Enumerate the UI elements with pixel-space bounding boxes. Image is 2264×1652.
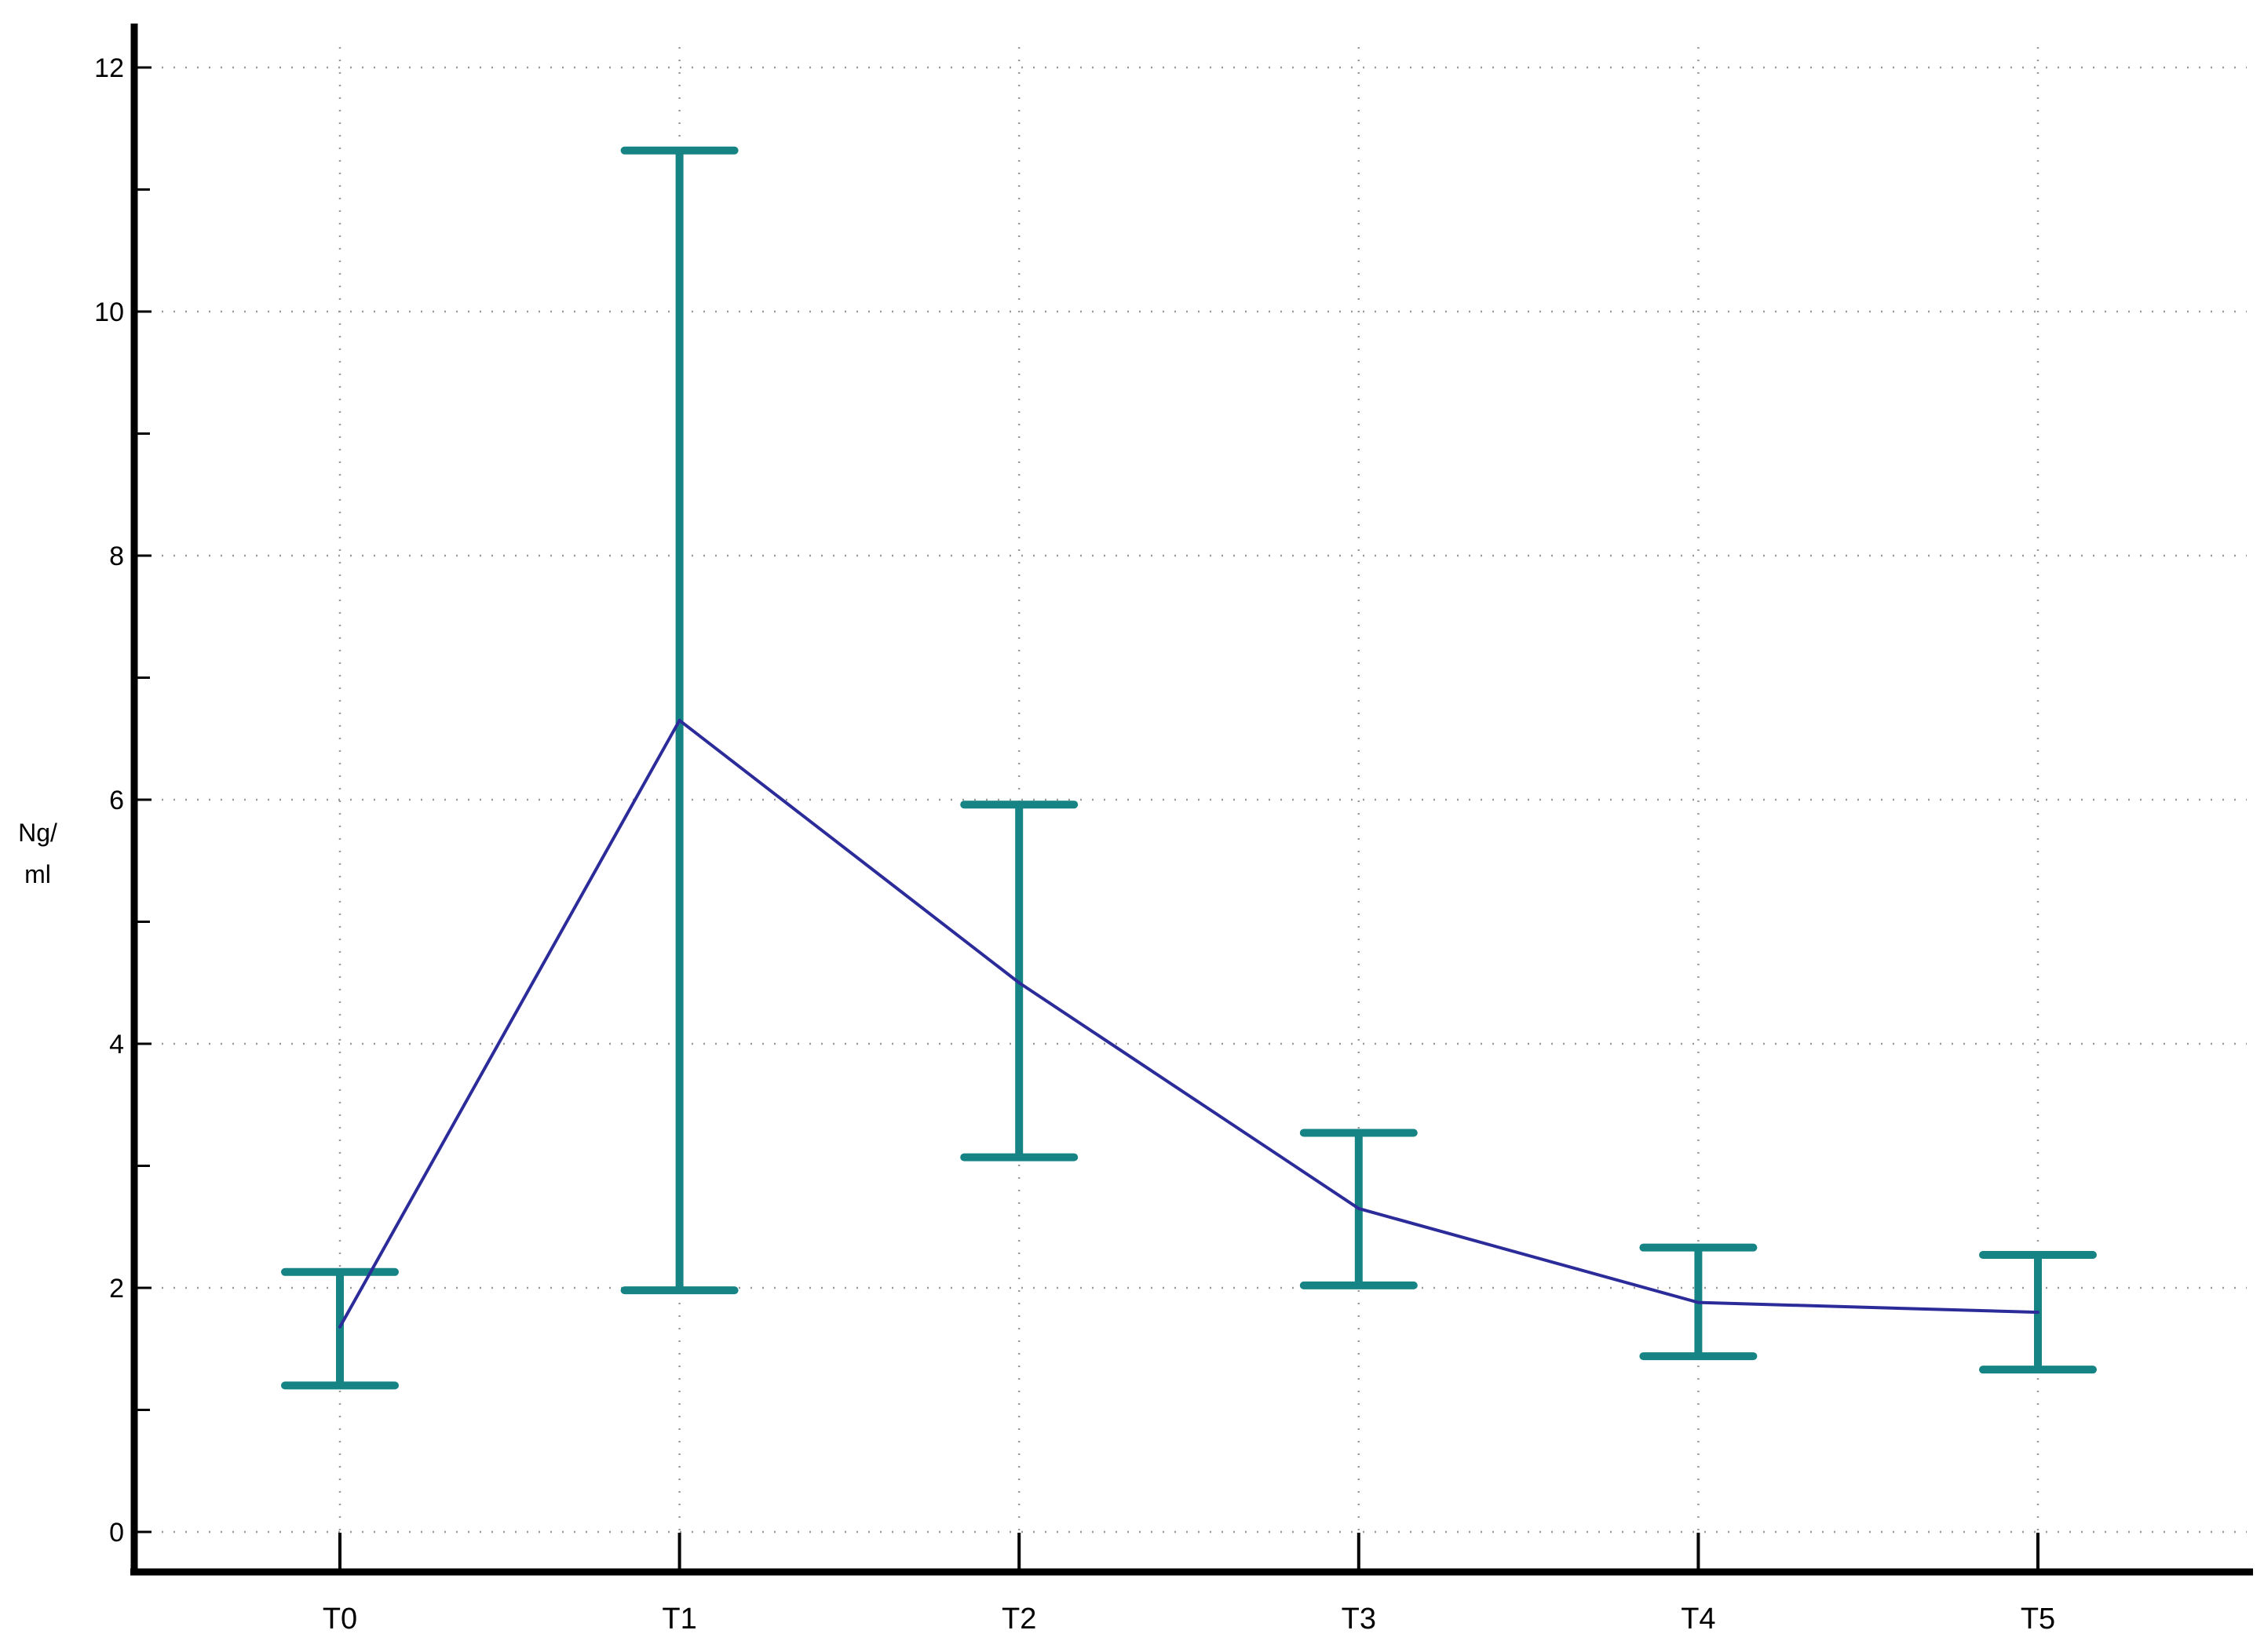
error-bars	[281, 146, 2097, 1390]
series-line	[338, 718, 2039, 1328]
axes	[130, 24, 2253, 1576]
y-axis-label-line-2: ml	[24, 860, 51, 888]
y-tick-label: 8	[109, 542, 124, 571]
error-bar	[281, 1267, 399, 1390]
x-tick-label: T5	[2021, 1603, 2055, 1636]
data-point	[1017, 981, 1021, 985]
x-ticks: T0 T1 T2 T3 T4 T5	[323, 1533, 2055, 1636]
x-tick-label: T0	[323, 1603, 357, 1636]
y-tick-label: 2	[109, 1274, 124, 1304]
x-tick-label: T2	[1002, 1603, 1036, 1636]
series-line-group	[338, 718, 2039, 1329]
grid	[150, 47, 2247, 1566]
y-tick-label: 10	[94, 297, 124, 327]
data-point	[677, 718, 681, 722]
data-point	[338, 1325, 341, 1329]
x-tick-label: T4	[1681, 1603, 1715, 1636]
y-axis-label-line-1: Ng/	[18, 819, 57, 847]
y-ticks: 0 2 4 6 8 10 12	[94, 53, 152, 1548]
y-tick-label: 12	[94, 53, 124, 83]
data-point	[1357, 1206, 1360, 1210]
x-tick-label: T1	[662, 1603, 696, 1636]
data-point	[2036, 1311, 2039, 1315]
y-tick-label: 4	[109, 1030, 124, 1059]
y-tick-label: 6	[109, 786, 124, 815]
x-tick-label: T3	[1342, 1603, 1376, 1636]
y-tick-label: 0	[109, 1518, 124, 1548]
data-point	[1696, 1300, 1700, 1304]
